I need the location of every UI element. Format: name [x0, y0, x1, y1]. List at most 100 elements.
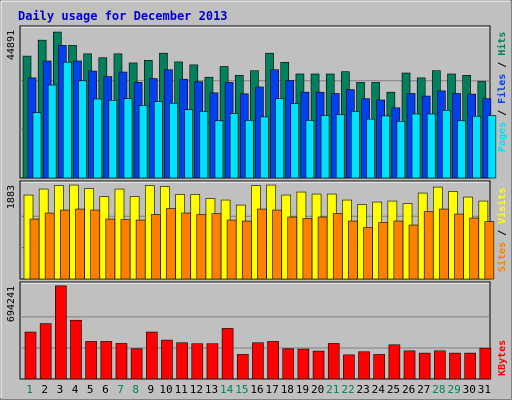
bar-pages-day-7 [123, 98, 133, 179]
bar-pages-day-11 [184, 109, 193, 179]
bar-kbytes-day-22 [343, 354, 355, 380]
bar-sites-day-5 [90, 209, 100, 280]
bar-sites-day-9 [150, 214, 161, 280]
legend-kbytes: KBytes [497, 340, 508, 376]
bar-sites-day-17 [272, 209, 282, 280]
bar-sites-day-21 [332, 213, 343, 280]
bar-kbytes-day-5 [85, 341, 97, 380]
bar-sites-day-18 [287, 216, 298, 280]
bar-pages-day-2 [47, 84, 57, 179]
legend-files: Files [496, 74, 508, 104]
day-label-25: 25 [387, 383, 400, 396]
panel-kbytes: 694241 KBytes [6, 281, 508, 380]
bar-sites-day-14 [226, 219, 237, 280]
day-label-27: 27 [417, 383, 430, 396]
day-label-5: 5 [87, 383, 94, 396]
day-label-21: 21 [326, 383, 339, 396]
bar-pages-day-3 [63, 61, 72, 179]
bar-kbytes-day-1 [24, 331, 37, 380]
bar-pages-day-13 [214, 120, 224, 179]
day-label-16: 16 [250, 383, 263, 396]
bar-pages-day-22 [351, 111, 360, 179]
day-label-4: 4 [72, 383, 79, 396]
bar-sites-day-24 [378, 222, 389, 280]
day-label-7: 7 [117, 383, 124, 396]
bar-sites-day-25 [393, 220, 404, 280]
legend-hits: Hits [496, 32, 508, 56]
day-label-13: 13 [205, 383, 218, 396]
day-label-2: 2 [41, 383, 48, 396]
bar-kbytes-day-7 [115, 343, 128, 380]
bar-kbytes-day-12 [191, 343, 204, 380]
bar-pages-day-8 [138, 105, 148, 179]
bar-pages-day-23 [366, 118, 375, 179]
bar-kbytes-day-15 [236, 354, 249, 380]
day-label-6: 6 [102, 383, 109, 396]
bar-pages-day-5 [93, 98, 102, 179]
bar-kbytes-day-23 [358, 351, 370, 380]
bar-pages-day-30 [472, 115, 481, 179]
bar-sites-day-15 [241, 220, 252, 280]
bar-pages-day-15 [244, 120, 254, 179]
bar-kbytes-day-24 [373, 354, 386, 380]
bar-kbytes-day-13 [206, 343, 219, 380]
legend-separator: / [497, 224, 508, 242]
bar-pages-day-16 [260, 116, 269, 179]
day-label-24: 24 [372, 383, 386, 396]
legend-hits-files-pages: Pages / Files / Hits [496, 32, 508, 152]
day-label-12: 12 [190, 383, 203, 396]
bar-kbytes-day-6 [100, 341, 113, 380]
bar-kbytes-day-25 [388, 344, 401, 380]
bar-sites-day-20 [317, 216, 328, 280]
bar-sites-day-8 [135, 219, 146, 280]
legend-kbytes: KBytes [497, 340, 508, 376]
day-label-31: 31 [478, 383, 491, 396]
bar-pages-day-29 [457, 120, 466, 179]
bar-kbytes-day-30 [464, 352, 476, 380]
panel-hits-files-pages: 44891 Pages / Files / Hits [6, 25, 508, 179]
day-label-10: 10 [159, 383, 172, 396]
chart-panels: 44891 Pages / Files / Hits 1883 Sites / Vis… [6, 25, 508, 380]
panel-visits-sites: 1883 Sites / Visits [6, 180, 508, 280]
bar-sites-day-3 [60, 209, 70, 280]
day-label-19: 19 [296, 383, 309, 396]
day-label-28: 28 [432, 383, 445, 396]
legend-visits: Visits [496, 188, 508, 224]
bar-kbytes-day-3 [55, 285, 67, 380]
bar-sites-day-4 [75, 208, 85, 280]
bar-sites-day-7 [120, 219, 131, 280]
day-label-14: 14 [220, 383, 234, 396]
day-label-8: 8 [132, 383, 139, 396]
bar-pages-day-1 [32, 112, 42, 179]
bar-pages-day-26 [411, 113, 421, 179]
bar-kbytes-day-10 [161, 339, 173, 380]
legend-sites: Sites [496, 242, 508, 272]
bar-kbytes-day-11 [176, 342, 188, 380]
bar-kbytes-day-31 [479, 347, 492, 380]
day-label-30: 30 [463, 383, 476, 396]
day-label-26: 26 [402, 383, 415, 396]
bar-kbytes-day-26 [403, 350, 416, 380]
day-label-20: 20 [311, 383, 324, 396]
bar-kbytes-day-4 [70, 319, 82, 380]
bar-sites-day-19 [302, 218, 313, 280]
day-label-11: 11 [175, 383, 188, 396]
bar-pages-day-9 [153, 101, 163, 179]
bar-pages-day-12 [199, 111, 209, 179]
bar-pages-day-20 [320, 115, 330, 179]
day-label-15: 15 [235, 383, 248, 396]
bar-sites-day-12 [196, 214, 207, 280]
bar-kbytes-day-19 [297, 348, 310, 380]
bar-kbytes-day-29 [449, 352, 461, 380]
bar-sites-day-23 [363, 227, 373, 280]
bar-sites-day-13 [211, 213, 222, 280]
y-tick-label: 1883 [6, 185, 17, 209]
bar-sites-day-27 [423, 211, 434, 280]
bar-kbytes-day-16 [252, 342, 264, 380]
day-label-22: 22 [341, 383, 354, 396]
bar-kbytes-day-14 [221, 328, 234, 380]
legend-pages: Pages [497, 122, 508, 152]
day-labels: 1 2 3 4 5 6 7 8 9 10 11 12 13 14 15 16 17 18 19 20 21 22 23 24 2… [26, 383, 491, 396]
legend-separator: / [497, 56, 508, 74]
